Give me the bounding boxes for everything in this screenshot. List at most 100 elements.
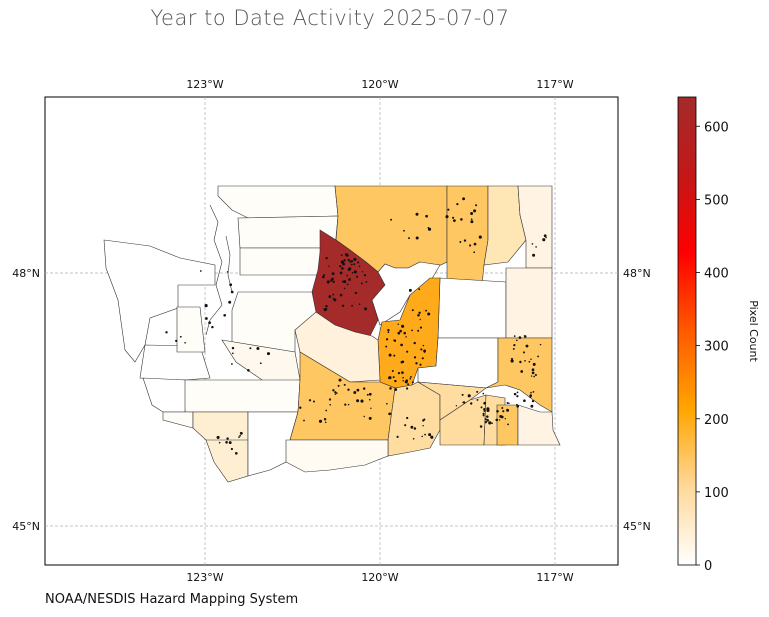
fire-detection-point (343, 259, 346, 262)
fire-detection-point (411, 329, 413, 332)
fire-detection-point (511, 357, 513, 360)
colorbar-tick-label: 100 (704, 486, 729, 501)
fire-detection-point (502, 410, 505, 413)
fire-detection-point (229, 283, 233, 287)
fire-detection-point (462, 401, 465, 404)
fire-detection-point (425, 309, 428, 312)
fire-detection-point (413, 341, 416, 345)
fire-detection-point (407, 383, 410, 386)
fire-detection-point (495, 418, 499, 422)
fire-detection-point (476, 390, 479, 393)
fire-detection-point (403, 331, 406, 335)
fire-detection-point (370, 407, 372, 410)
fire-detection-point (531, 399, 535, 403)
fire-detection-point (529, 396, 532, 398)
puget-sound-lines (205, 204, 233, 336)
fire-detection-point (430, 435, 434, 439)
fire-detection-point (231, 346, 235, 350)
fire-detection-point (357, 261, 360, 264)
fire-detection-point (385, 345, 388, 348)
fire-detection-point (338, 378, 342, 382)
region-olympic (103, 239, 216, 363)
fire-detection-point (341, 267, 344, 270)
fire-detection-point (508, 402, 510, 405)
fire-detection-point (519, 360, 522, 364)
fire-detection-point (405, 336, 407, 338)
fire-detection-point (401, 371, 404, 374)
fire-detection-point (516, 395, 519, 398)
fire-detection-point (422, 424, 424, 427)
fire-detection-point (445, 215, 449, 219)
fire-detection-point (419, 326, 423, 329)
fire-detection-point (391, 369, 394, 373)
fire-detection-point (428, 433, 432, 437)
fire-detection-point (473, 242, 477, 246)
fire-detection-point (522, 351, 526, 354)
fire-detection-point (325, 307, 328, 310)
colorbar-tick-label: 600 (704, 120, 729, 135)
fire-detection-point (427, 227, 432, 231)
fire-detection-point (322, 275, 325, 279)
fire-detection-point (409, 375, 412, 378)
fire-detection-point (470, 402, 473, 405)
fire-detection-point (239, 431, 243, 435)
fire-detection-point (456, 203, 459, 206)
fire-detection-point (483, 409, 486, 412)
fire-detection-point (510, 359, 514, 363)
fire-detection-point (396, 435, 399, 438)
fire-detection-point (247, 369, 250, 372)
fire-detection-point (394, 379, 397, 383)
fire-detection-point (513, 335, 516, 337)
fire-detection-point (447, 208, 450, 211)
fire-detection-point (346, 283, 349, 286)
fire-detection-point (531, 243, 534, 245)
bottom-tick-labels: 123°W 120°W 117°W (186, 571, 573, 584)
fire-detection-point (343, 280, 347, 284)
fire-detection-point (532, 253, 536, 257)
fire-detection-point (468, 394, 471, 397)
fire-detection-point (249, 347, 252, 350)
fire-detection-point (528, 360, 531, 363)
top-tick-labels: 123°W 120°W 117°W (186, 78, 573, 91)
fire-detection-point (225, 441, 228, 444)
fire-detection-point (520, 370, 524, 373)
fire-detection-point (360, 399, 364, 403)
fire-detection-point (342, 262, 346, 266)
fire-detection-point (343, 383, 346, 386)
fire-detection-point (479, 425, 483, 428)
fire-detection-point (400, 361, 403, 364)
fire-detection-point (408, 237, 410, 240)
fire-detection-point (530, 391, 532, 394)
right-tick-45n: 45°N (623, 520, 651, 533)
fire-detection-point (498, 419, 501, 421)
fire-detection-point (346, 274, 348, 277)
fire-detection-point (388, 353, 392, 357)
fire-detection-point (216, 435, 220, 439)
fire-detection-point (341, 304, 345, 308)
fire-detection-point (362, 387, 366, 390)
fire-detection-point (388, 412, 392, 416)
fire-detection-point (399, 329, 402, 333)
fire-detection-point (415, 212, 419, 216)
fire-detection-point (259, 362, 262, 365)
fire-detection-point (424, 433, 426, 436)
fire-detection-point (518, 336, 522, 339)
fire-detection-point (543, 234, 547, 238)
colorbar (677, 96, 697, 566)
fire-detection-point (406, 387, 409, 390)
fire-detection-point (350, 263, 353, 266)
fire-detection-point (365, 281, 368, 283)
fire-detection-point (482, 414, 485, 416)
fire-detection-point (482, 412, 485, 415)
colorbar-tick-label: 400 (704, 267, 729, 282)
fire-detection-point (531, 371, 535, 375)
fire-detection-point (531, 368, 535, 372)
fire-detection-point (470, 212, 474, 215)
fire-detection-point (469, 244, 472, 247)
fire-detection-point (413, 356, 417, 359)
fire-detection-point (230, 290, 234, 294)
fire-detection-point (347, 403, 350, 406)
fire-detection-point (226, 271, 229, 273)
fire-detection-point (394, 388, 398, 391)
